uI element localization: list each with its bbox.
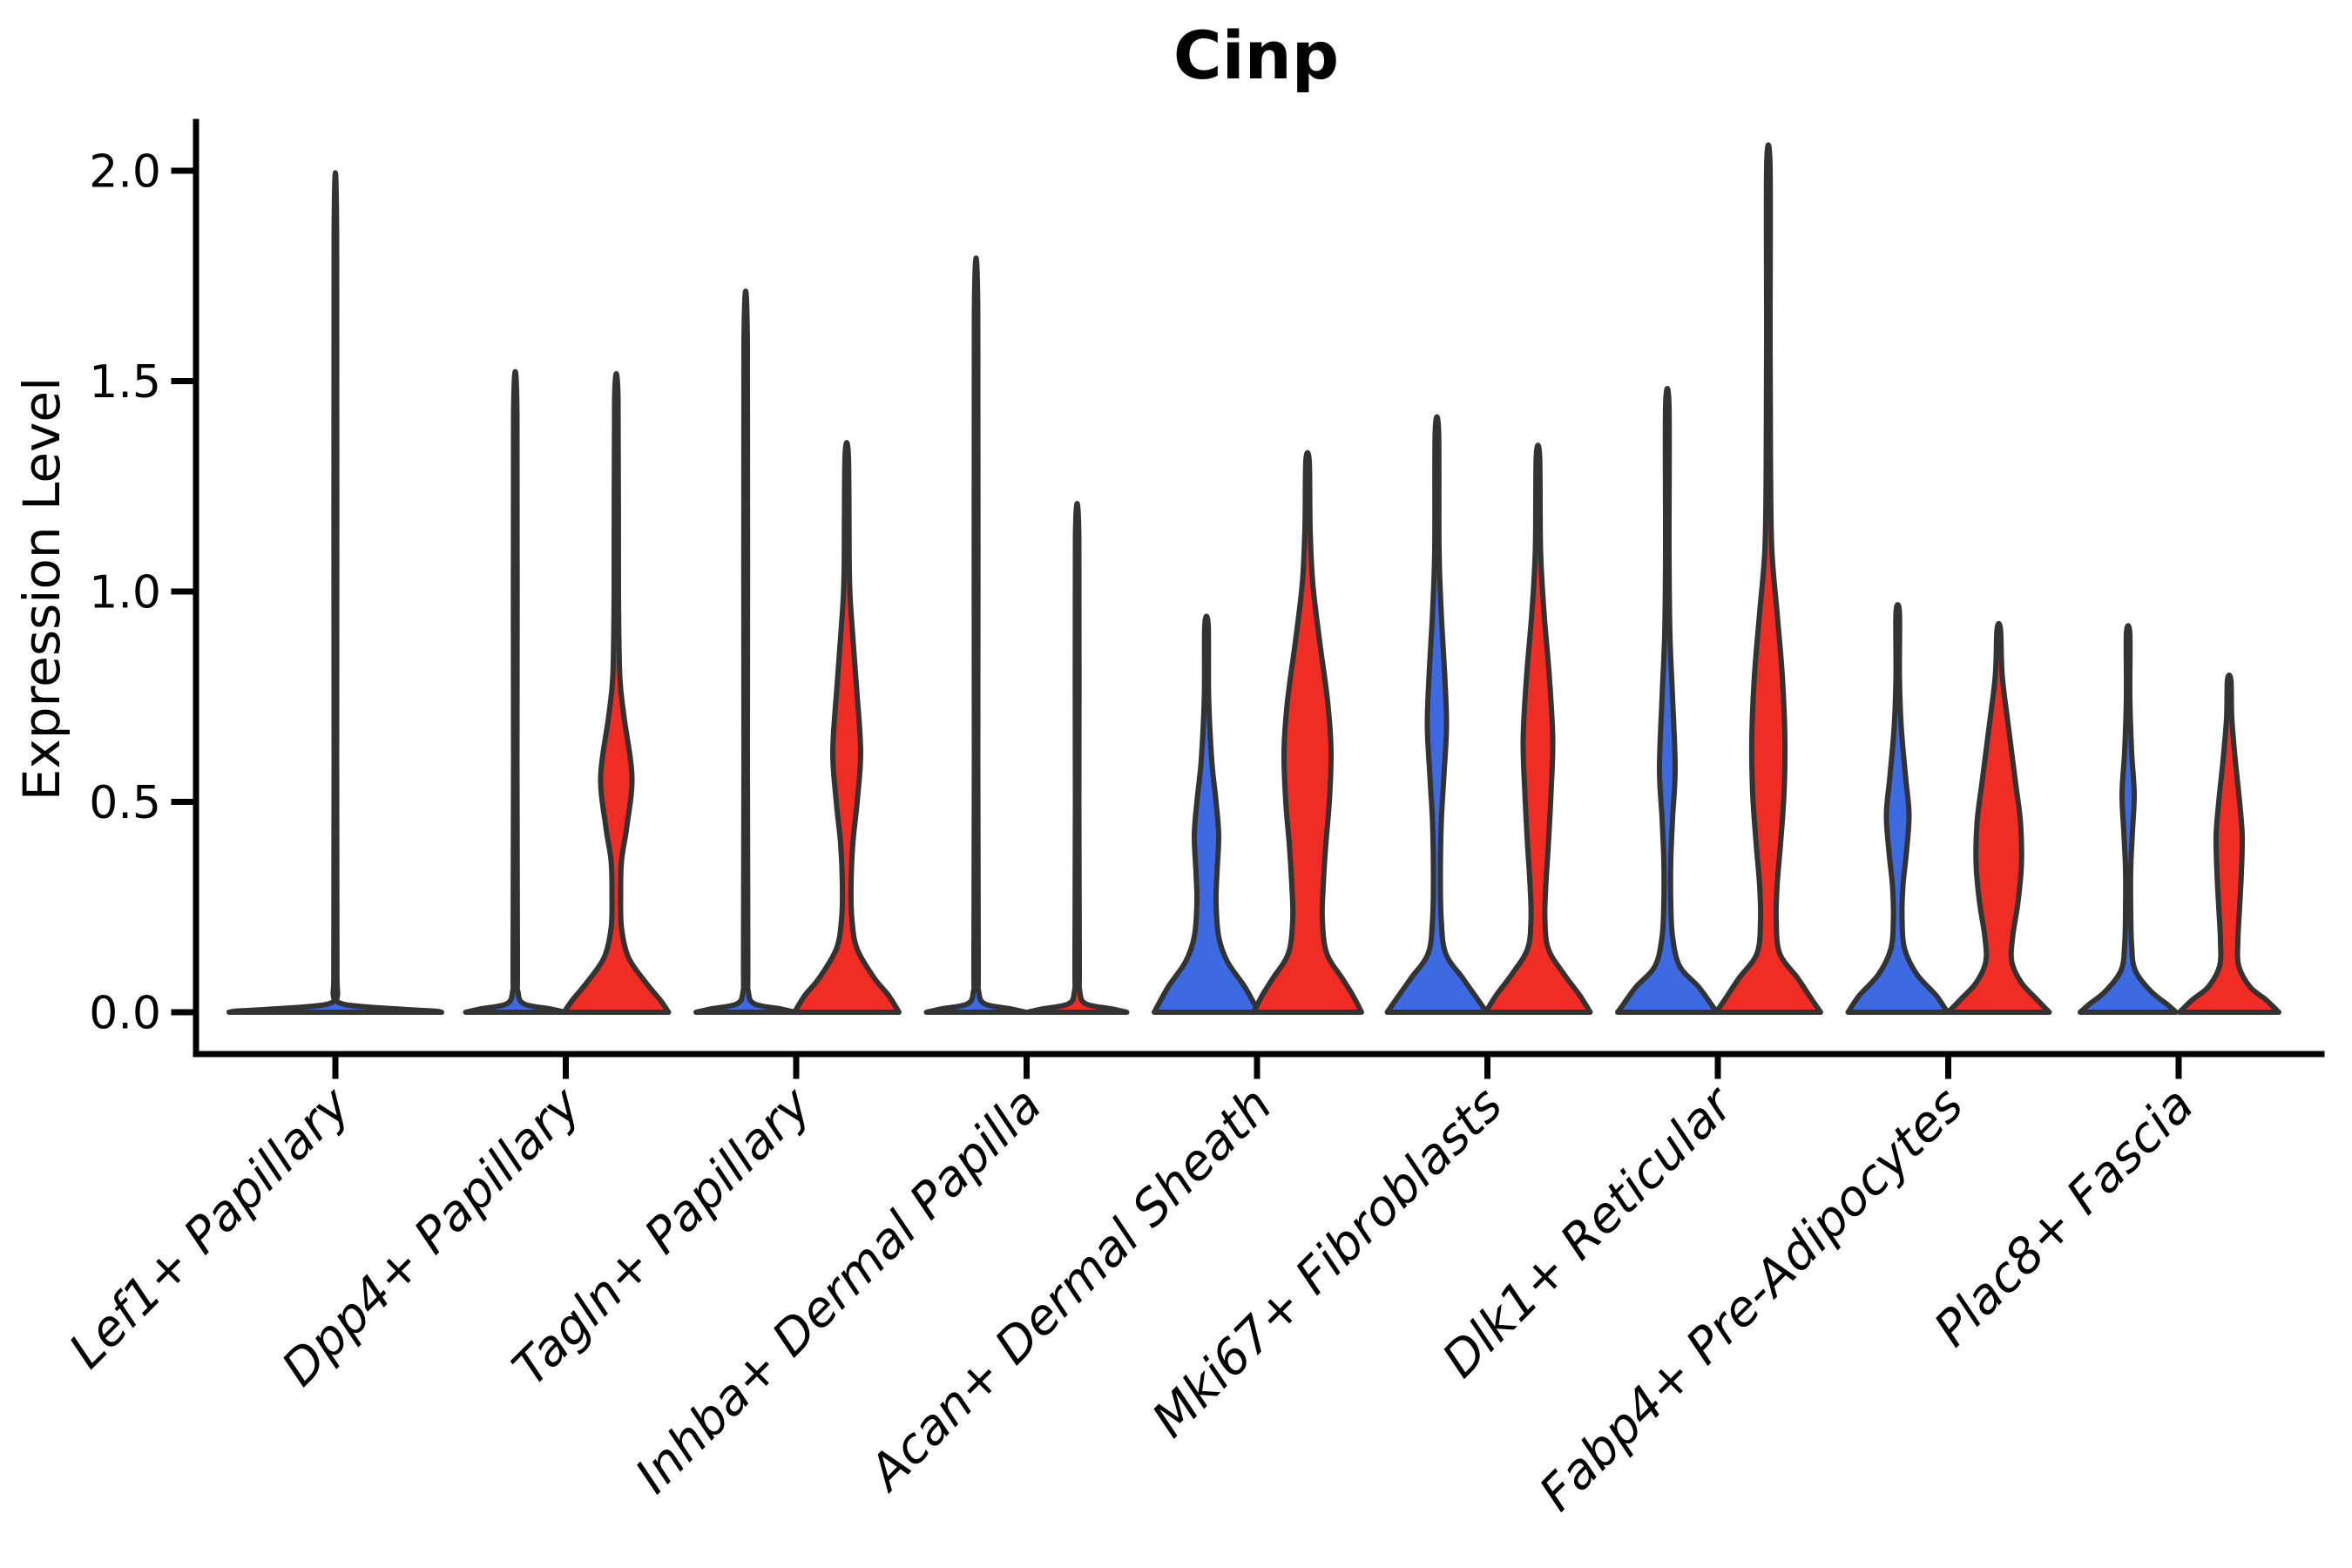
violin-Acan+-left (1152, 613, 1261, 1015)
chart-title: Cinp (1173, 17, 1339, 94)
violin-Dpp4+-left (463, 368, 568, 1015)
violin-Acan+-right (1251, 449, 1364, 1015)
y-tick-label: 1.0 (89, 567, 161, 619)
y-tick-label: 0.5 (89, 777, 161, 829)
violin-Fabp4+-right (1945, 620, 2052, 1015)
x-tick-label: Acan+ Dermal Sheath (857, 1077, 1283, 1503)
violins-layer (226, 142, 2281, 1015)
violin-Mki67+-right (1483, 443, 1593, 1015)
x-tick-label: Fabp4+ Pre-Adipocytes (1529, 1077, 1974, 1522)
violin-Dlk1+-right (1713, 142, 1823, 1015)
violin-Mki67+-left (1384, 414, 1490, 1015)
violin-Inhba+-right (1024, 501, 1130, 1015)
y-tick-label: 0.0 (89, 988, 161, 1040)
violin-Dpp4+-right (561, 371, 672, 1015)
y-axis-label: Expression Level (12, 377, 71, 801)
y-tick-label: 2.0 (89, 146, 161, 199)
y-tick-label: 1.5 (89, 356, 161, 409)
violin-Dlk1+-left (1615, 385, 1720, 1015)
violin-Inhba+-left (923, 255, 1029, 1015)
violin-Lef1+-center (226, 170, 444, 1015)
violin-Fabp4+-left (1845, 602, 1950, 1015)
violin-Plac8+-right (2177, 672, 2281, 1015)
violin-Tagln+-right (792, 440, 902, 1015)
violin-Plac8+-left (2078, 623, 2179, 1015)
violin-Tagln+-left (693, 288, 798, 1015)
x-tick-label: Inhba+ Dermal Papilla (625, 1077, 1052, 1504)
